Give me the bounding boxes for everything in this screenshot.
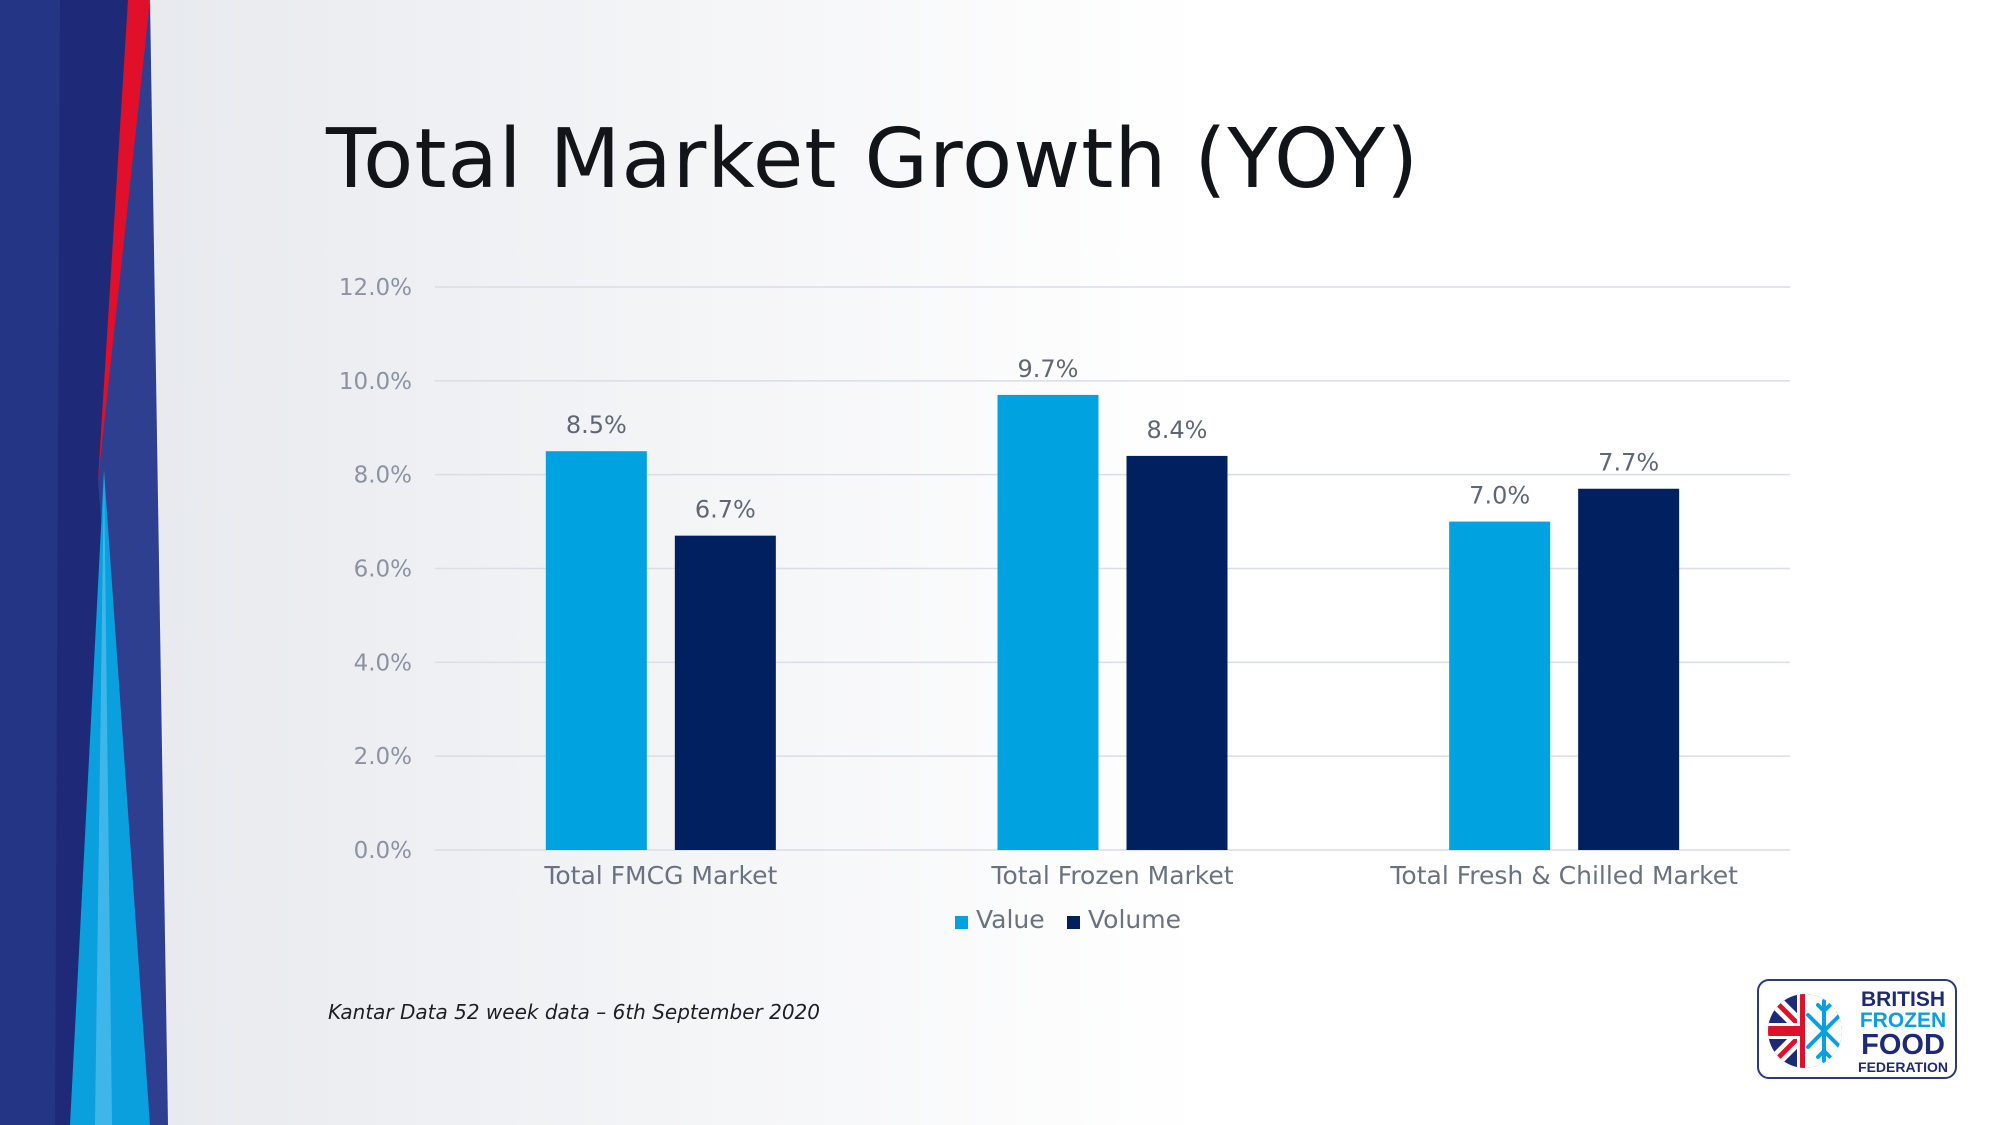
union-jack-snowflake-icon — [1768, 994, 1842, 1068]
bar-volume-3 — [1578, 488, 1680, 850]
data-label: 8.4% — [1147, 416, 1208, 444]
y-tick-label: 4.0% — [354, 650, 412, 676]
logo-line-british: BRITISH — [1861, 988, 1945, 1011]
y-tick-label: 6.0% — [354, 557, 412, 583]
y-tick-label: 0.0% — [354, 838, 412, 864]
bar-volume-1 — [674, 535, 776, 850]
y-tick-label: 12.0% — [339, 275, 412, 301]
y-tick-label: 8.0% — [354, 463, 412, 489]
y-axis-ticks: 0.0% 2.0% 4.0% 6.0% 8.0% 10.0% 12.0% — [339, 275, 412, 864]
legend-label-value: Value — [976, 905, 1045, 934]
source-note: Kantar Data 52 week data – 6th September… — [328, 1000, 821, 1024]
data-label: 8.5% — [566, 411, 627, 439]
logo-line-frozen: FROZEN — [1859, 1009, 1947, 1032]
data-label: 9.7% — [1018, 355, 1079, 383]
legend-swatch-volume — [1067, 916, 1080, 929]
page-title: Total Market Growth (YOY) — [326, 112, 1420, 207]
data-label: 6.7% — [695, 496, 756, 524]
logo-text: BRITISH FROZEN FOOD FEDERATION — [1851, 989, 1955, 1074]
data-label: 7.7% — [1598, 449, 1659, 477]
chart-gridlines — [435, 286, 1790, 851]
logo-line-federation: FEDERATION — [1858, 1059, 1948, 1075]
legend-item-volume: Volume — [1067, 905, 1181, 934]
x-axis-labels: Total FMCG Market Total Frozen Market Tota… — [543, 861, 1738, 890]
legend-item-value: Value — [955, 905, 1045, 934]
data-labels: 8.5% 6.7% 9.7% 8.4% 7.0% 7.7% — [566, 355, 1659, 524]
bar-value-2 — [997, 394, 1099, 850]
logo-line-food: FOOD — [1861, 1029, 1945, 1061]
data-label: 7.0% — [1469, 482, 1530, 510]
bar-value-3 — [1449, 521, 1551, 850]
y-tick-label: 10.0% — [339, 369, 412, 395]
x-category-label: Total Frozen Market — [990, 861, 1233, 890]
legend-swatch-value — [955, 916, 968, 929]
bffa-logo: BRITISH FROZEN FOOD FEDERATION — [1757, 979, 1957, 1079]
bar-volume-2 — [1126, 455, 1228, 850]
bar-value-1 — [545, 451, 647, 850]
x-category-label: Total Fresh & Chilled Market — [1389, 861, 1738, 890]
side-decoration — [0, 0, 168, 1125]
y-tick-label: 2.0% — [354, 744, 412, 770]
chart-legend: Value Volume — [0, 905, 2000, 939]
chart-bars — [545, 394, 1680, 850]
legend-label-volume: Volume — [1088, 905, 1181, 934]
x-category-label: Total FMCG Market — [543, 861, 777, 890]
